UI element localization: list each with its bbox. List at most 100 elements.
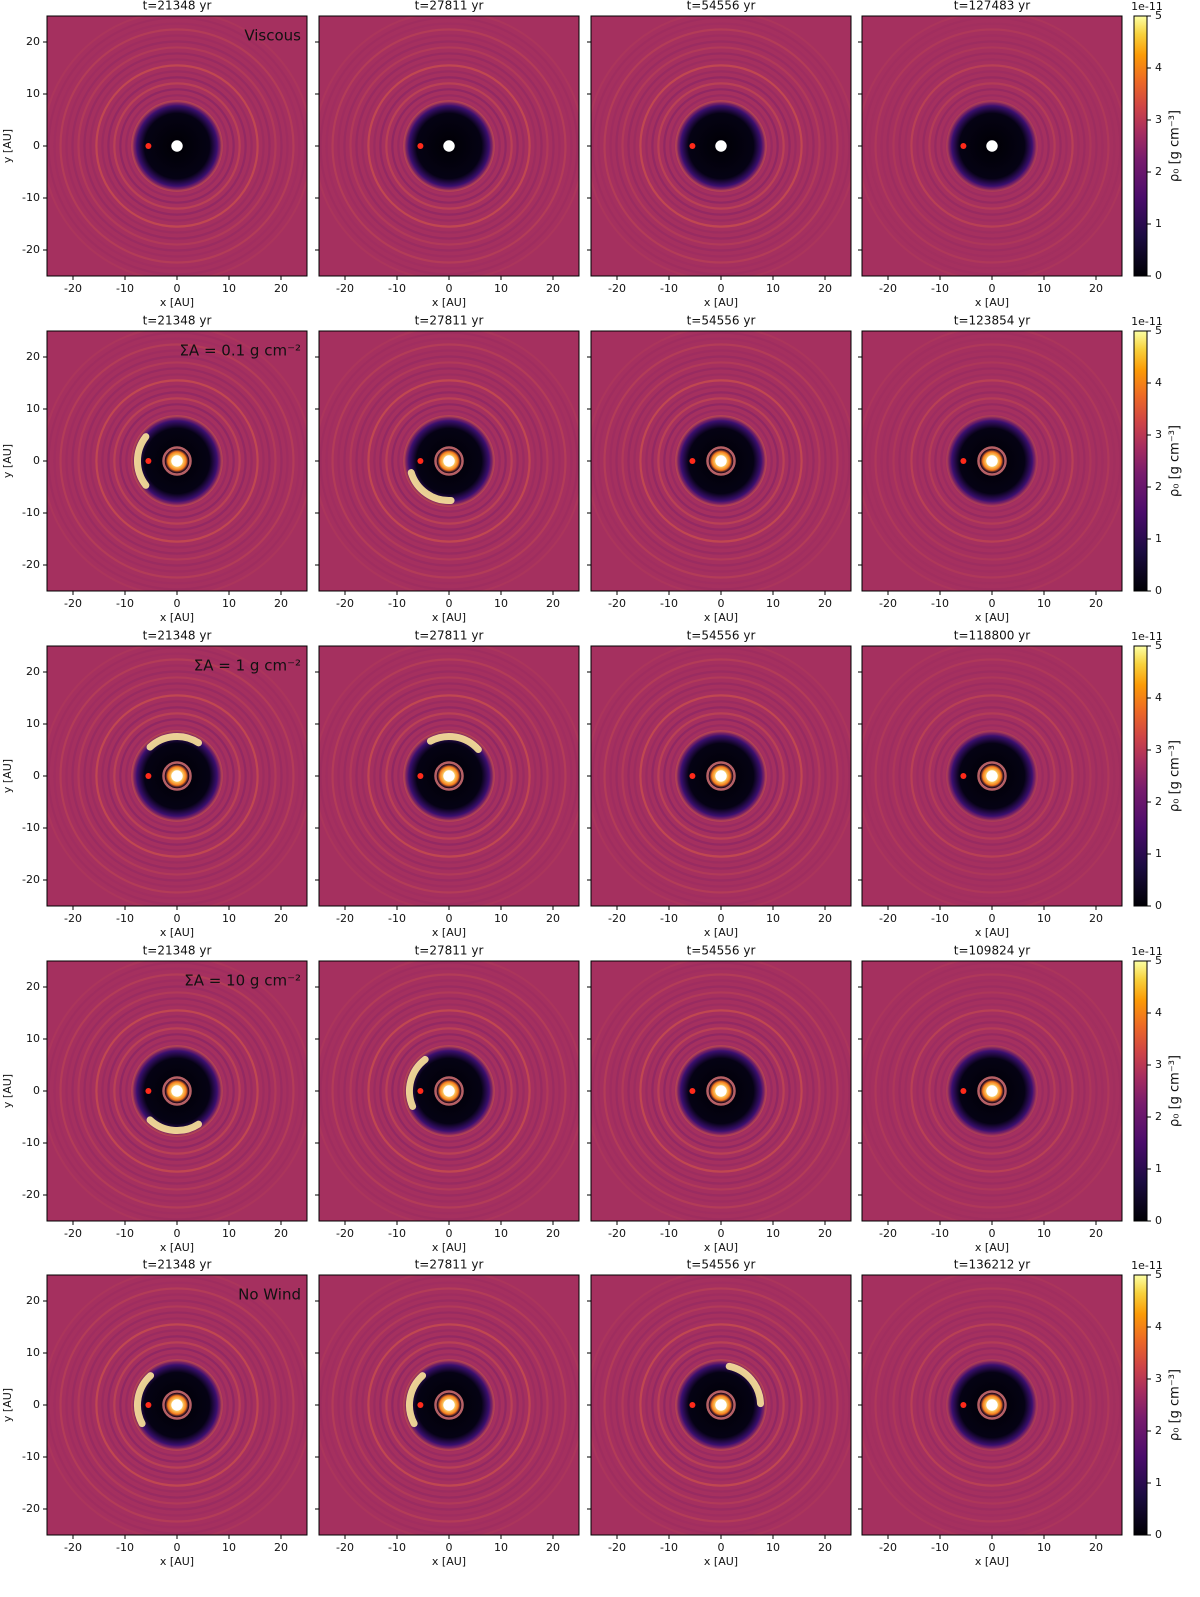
colorbar-label: ρ₀ [g cm⁻³] bbox=[1168, 740, 1183, 812]
density-ring bbox=[898, 52, 1086, 240]
y-axis-label: y [AU] bbox=[1, 1074, 14, 1108]
density-ring bbox=[940, 409, 1044, 513]
density-ring bbox=[898, 1311, 1086, 1499]
density-ring bbox=[355, 997, 543, 1185]
colorbar-tick-label: 1 bbox=[1155, 532, 1162, 545]
row-label: ΣA = 10 g cm⁻² bbox=[184, 972, 301, 990]
density-ring bbox=[89, 688, 265, 864]
density-ring bbox=[331, 28, 567, 264]
x-tick-label: -10 bbox=[931, 1541, 949, 1554]
density-ring bbox=[355, 367, 543, 555]
density-ring bbox=[349, 991, 549, 1191]
x-tick-label: 0 bbox=[989, 1227, 996, 1240]
density-ring bbox=[337, 34, 561, 258]
density-ring bbox=[355, 682, 543, 870]
density-ring bbox=[892, 991, 1092, 1191]
density-ring bbox=[385, 397, 513, 525]
x-tick-label: -20 bbox=[608, 1541, 626, 1554]
density-ring bbox=[53, 1281, 301, 1529]
density-ring bbox=[391, 403, 507, 519]
colorbar-offset: 1e-11 bbox=[1131, 630, 1163, 643]
density-ring bbox=[385, 1027, 513, 1155]
x-tick-label: 10 bbox=[494, 282, 508, 295]
inner-ring bbox=[434, 1076, 464, 1106]
x-tick-label: -10 bbox=[116, 912, 134, 925]
density-ring bbox=[886, 985, 1098, 1197]
density-ring bbox=[343, 355, 555, 567]
x-tick-label: 0 bbox=[989, 1541, 996, 1554]
planet bbox=[417, 1088, 424, 1094]
density-ring bbox=[77, 46, 277, 246]
density-map bbox=[862, 331, 1122, 591]
y-tick-label: 10 bbox=[26, 717, 40, 730]
star bbox=[443, 1399, 455, 1411]
density-map bbox=[862, 16, 1122, 276]
density-ring bbox=[934, 1033, 1050, 1149]
density-ring bbox=[113, 397, 241, 525]
density-ring bbox=[904, 1003, 1080, 1179]
density-ring bbox=[367, 694, 531, 858]
colorbar-tick-label: 0 bbox=[1155, 1214, 1162, 1227]
density-ring bbox=[379, 706, 519, 846]
x-tick-label: 10 bbox=[1037, 1227, 1051, 1240]
density-ring bbox=[639, 694, 803, 858]
panel-title: t=54556 yr bbox=[687, 944, 756, 958]
planet bbox=[689, 773, 696, 779]
colorbar-tick-label: 3 bbox=[1155, 1372, 1162, 1385]
density-ring bbox=[609, 349, 833, 573]
star bbox=[171, 455, 183, 467]
x-axis-label: x [AU] bbox=[160, 296, 194, 309]
x-tick-label: -20 bbox=[608, 597, 626, 610]
x-tick-label: 10 bbox=[1037, 597, 1051, 610]
x-axis-label: x [AU] bbox=[432, 1241, 466, 1254]
density-ring bbox=[934, 718, 1050, 834]
x-tick-label: 20 bbox=[818, 282, 832, 295]
star bbox=[171, 1399, 183, 1411]
planet bbox=[960, 458, 967, 464]
x-tick-label: 10 bbox=[766, 912, 780, 925]
x-tick-label: 20 bbox=[1089, 1541, 1103, 1554]
density-ring bbox=[71, 985, 283, 1197]
colorbar-tick-label: 3 bbox=[1155, 1058, 1162, 1071]
x-tick-label: 20 bbox=[546, 912, 560, 925]
density-map bbox=[591, 1275, 851, 1535]
x-axis-label: x [AU] bbox=[975, 296, 1009, 309]
density-ring bbox=[615, 1299, 827, 1511]
density-ring bbox=[71, 355, 283, 567]
density-ring bbox=[880, 34, 1104, 258]
density-ring bbox=[868, 337, 1116, 585]
panel-title: t=123854 yr bbox=[954, 314, 1030, 328]
density-ring bbox=[361, 373, 537, 549]
planet bbox=[960, 1088, 967, 1094]
colorbar-label: ρ₀ [g cm⁻³] bbox=[1168, 425, 1183, 497]
density-ring bbox=[373, 1329, 525, 1481]
density-ring bbox=[934, 1347, 1050, 1463]
x-tick-label: 0 bbox=[718, 282, 725, 295]
density-ring bbox=[615, 40, 827, 252]
density-ring bbox=[597, 337, 845, 585]
density-ring bbox=[89, 373, 265, 549]
density-ring bbox=[597, 967, 845, 1215]
colorbar-tick-label: 3 bbox=[1155, 113, 1162, 126]
inner-ring bbox=[162, 761, 192, 791]
density-ring bbox=[591, 961, 851, 1221]
density-ring bbox=[922, 391, 1062, 531]
density-ring bbox=[657, 712, 785, 840]
density-ring bbox=[325, 652, 573, 900]
density-ring bbox=[107, 76, 247, 216]
density-ring bbox=[391, 1347, 507, 1463]
planet bbox=[960, 143, 967, 149]
y-tick-label: 10 bbox=[26, 1032, 40, 1045]
x-tick-label: 0 bbox=[446, 1227, 453, 1240]
inner-ring bbox=[162, 1076, 192, 1106]
density-ring bbox=[862, 646, 1122, 906]
x-tick-label: -20 bbox=[64, 282, 82, 295]
density-ring bbox=[113, 82, 241, 210]
density-ring bbox=[609, 664, 833, 888]
density-ring bbox=[385, 1341, 513, 1469]
density-ring bbox=[657, 82, 785, 210]
planet bbox=[145, 1402, 152, 1408]
colorbar-tick-label: 5 bbox=[1155, 1268, 1162, 1281]
density-ring bbox=[319, 961, 579, 1221]
density-map bbox=[862, 646, 1122, 906]
